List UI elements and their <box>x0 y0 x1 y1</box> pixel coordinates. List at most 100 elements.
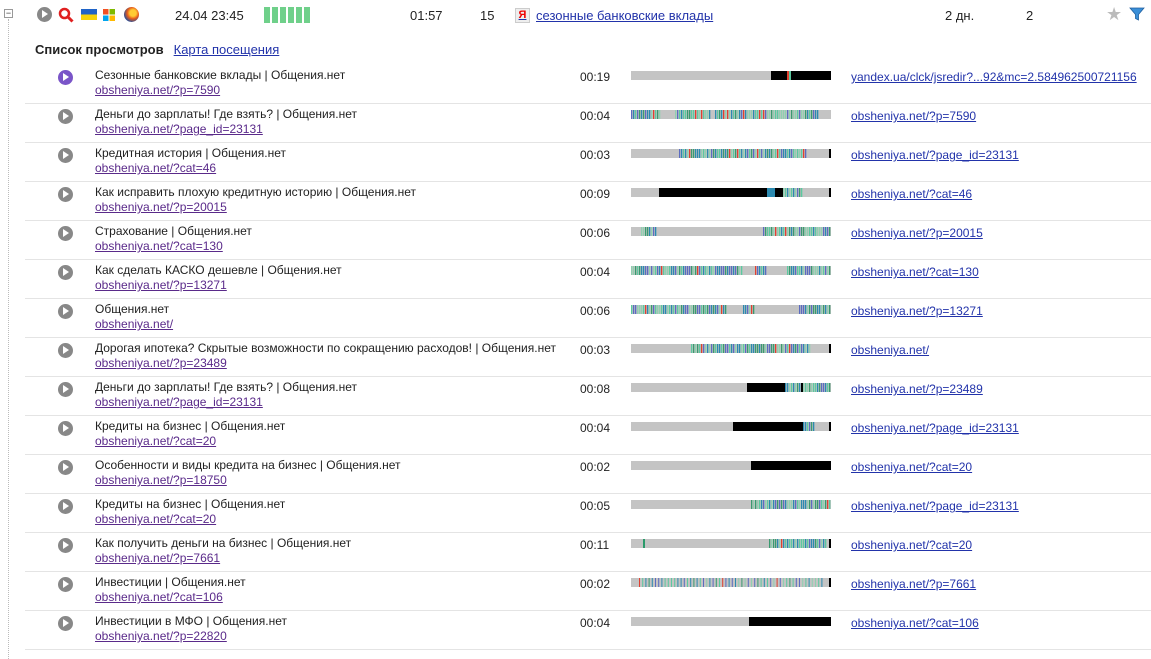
timeline-tick <box>775 149 777 158</box>
visit-url-link[interactable]: obsheniya.net/?cat=130 <box>95 239 223 253</box>
visit-url-link[interactable]: obsheniya.net/?cat=20 <box>95 512 217 526</box>
star-icon[interactable]: ★ <box>1106 4 1123 24</box>
play-visit-button[interactable] <box>58 460 73 475</box>
visit-referrer-link[interactable]: obsheniya.net/?page_id=23131 <box>851 148 1019 162</box>
visit-row[interactable]: Инвестиции в МФО | Общения.нет obsheniya.… <box>25 611 1151 650</box>
timeline-tick <box>689 149 691 158</box>
timeline-tick <box>763 266 765 275</box>
play-visit-button[interactable] <box>58 226 73 241</box>
timeline-tick <box>707 110 709 119</box>
play-visit-button[interactable] <box>58 265 73 280</box>
visit-referrer-link[interactable]: obsheniya.net/ <box>851 343 930 357</box>
play-visit-button[interactable] <box>58 382 73 397</box>
timeline-tick <box>721 266 723 275</box>
visit-url-link[interactable]: obsheniya.net/?cat=106 <box>95 590 223 604</box>
visit-url-link[interactable]: obsheniya.net/?p=18750 <box>95 473 227 487</box>
timeline-tick <box>655 578 656 587</box>
timeline-tick <box>653 305 655 314</box>
visit-url-link[interactable]: obsheniya.net/?p=7590 <box>95 83 221 97</box>
visit-referrer-link[interactable]: obsheniya.net/?page_id=23131 <box>851 499 1019 513</box>
timeline-tick <box>797 266 799 275</box>
visit-referrer-link[interactable]: obsheniya.net/?p=13271 <box>851 304 983 318</box>
session-row[interactable]: 24.04 23:45 01:57 15 Я сезонные банковск… <box>25 0 1151 32</box>
visit-row[interactable]: Как сделать КАСКО дешевле | Общения.нет o… <box>25 260 1151 299</box>
timeline-tick <box>755 110 757 119</box>
visit-url-link[interactable]: obsheniya.net/?p=23489 <box>95 356 227 370</box>
visit-referrer-link[interactable]: obsheniya.net/?cat=20 <box>851 460 973 474</box>
timeline-tick <box>779 110 781 119</box>
visit-referrer-link[interactable]: obsheniya.net/?p=7661 <box>851 577 977 591</box>
play-visit-button[interactable] <box>58 499 73 514</box>
play-visit-button[interactable] <box>58 616 73 631</box>
visit-row[interactable]: Деньги до зарплаты! Где взять? | Общения… <box>25 104 1151 143</box>
play-visit-button[interactable] <box>58 538 73 553</box>
timeline-tick <box>819 227 821 236</box>
tab-visit-list[interactable]: Список просмотров <box>35 42 164 57</box>
play-session-button[interactable] <box>37 7 52 22</box>
visit-row[interactable]: Дорогая ипотека? Скрытые возможности по … <box>25 338 1151 377</box>
timeline-tick <box>751 305 753 314</box>
visit-row[interactable]: Страхование | Общения.нет obsheniya.net/?… <box>25 221 1151 260</box>
play-visit-button[interactable] <box>58 70 73 85</box>
visit-referrer-link[interactable]: obsheniya.net/?cat=130 <box>851 265 979 279</box>
visit-row[interactable]: Кредиты на бизнес | Общения.нет obsheniya… <box>25 494 1151 533</box>
visit-row[interactable]: Кредитная история | Общения.нет obsheniya… <box>25 143 1151 182</box>
visit-url-link[interactable]: obsheniya.net/?p=20015 <box>95 200 227 214</box>
visit-referrer-link[interactable]: obsheniya.net/?cat=20 <box>851 538 973 552</box>
search-icon[interactable] <box>58 7 74 23</box>
source-link[interactable]: Я сезонные банковские вклады <box>515 8 713 23</box>
timeline-tick <box>777 500 779 509</box>
play-visit-button[interactable] <box>58 187 73 202</box>
visit-referrer-link[interactable]: obsheniya.net/?p=20015 <box>851 226 983 240</box>
visit-url-link[interactable]: obsheniya.net/?p=22820 <box>95 629 227 643</box>
timeline-tick <box>771 110 773 119</box>
timeline-tick <box>653 110 655 119</box>
timeline-tick <box>793 188 795 197</box>
visit-url-link[interactable]: obsheniya.net/ <box>95 317 174 331</box>
visit-url-link[interactable]: obsheniya.net/?cat=20 <box>95 434 217 448</box>
visit-url-link[interactable]: obsheniya.net/?cat=46 <box>95 161 217 175</box>
timeline-tick <box>651 305 653 314</box>
timeline-tick <box>749 344 751 353</box>
timeline-tick <box>749 110 751 119</box>
play-visit-button[interactable] <box>58 109 73 124</box>
visit-referrer-link[interactable]: obsheniya.net/?cat=46 <box>851 187 973 201</box>
visit-referrer-link[interactable]: obsheniya.net/?cat=106 <box>851 616 979 630</box>
visit-referrer-link[interactable]: obsheniya.net/?p=23489 <box>851 382 983 396</box>
visit-url-link[interactable]: obsheniya.net/?p=13271 <box>95 278 227 292</box>
timeline-tick <box>683 305 685 314</box>
activity-bar <box>288 7 294 23</box>
timeline-tick <box>787 188 789 197</box>
visit-row[interactable]: Как исправить плохую кредитную историю |… <box>25 182 1151 221</box>
timeline-tick <box>755 266 757 275</box>
timeline-tick <box>813 227 815 236</box>
tab-visit-map[interactable]: Карта посещения <box>173 42 280 57</box>
timeline-tick <box>786 578 788 587</box>
timeline-tick <box>633 110 635 119</box>
play-visit-button[interactable] <box>58 343 73 358</box>
visit-referrer-link[interactable]: yandex.ua/clck/jsredir?...92&mc=2.584962… <box>851 70 1137 84</box>
play-visit-button[interactable] <box>58 148 73 163</box>
visit-referrer-link[interactable]: obsheniya.net/?p=7590 <box>851 109 977 123</box>
visit-url-link[interactable]: obsheniya.net/?p=7661 <box>95 551 221 565</box>
timeline-tick <box>729 110 731 119</box>
play-visit-button[interactable] <box>58 421 73 436</box>
timeline-tick <box>825 266 827 275</box>
visit-row[interactable]: Кредиты на бизнес | Общения.нет obsheniya… <box>25 416 1151 455</box>
play-visit-button[interactable] <box>58 304 73 319</box>
collapse-toggle-icon[interactable]: − <box>4 8 13 18</box>
timeline-tick <box>707 266 709 275</box>
visit-row[interactable]: Особенности и виды кредита на бизнес | О… <box>25 455 1151 494</box>
visit-row[interactable]: Деньги до зарплаты! Где взять? | Общения… <box>25 377 1151 416</box>
filter-icon[interactable] <box>1129 6 1145 22</box>
visit-row[interactable]: Сезонные банковские вклады | Общения.нет… <box>25 65 1151 104</box>
visit-row[interactable]: Общения.нет obsheniya.net/00:06 obsheniya.… <box>25 299 1151 338</box>
visit-row[interactable]: Как получить деньги на бизнес | Общения.… <box>25 533 1151 572</box>
visit-url-link[interactable]: obsheniya.net/?page_id=23131 <box>95 122 263 136</box>
visit-referrer-link[interactable]: obsheniya.net/?page_id=23131 <box>851 421 1019 435</box>
play-visit-button[interactable] <box>58 577 73 592</box>
timeline-tick <box>829 305 831 314</box>
visit-row[interactable]: Инвестиции | Общения.нет obsheniya.net/?c… <box>25 572 1151 611</box>
visit-url-link[interactable]: obsheniya.net/?page_id=23131 <box>95 395 263 409</box>
timeline-tick <box>777 149 779 158</box>
